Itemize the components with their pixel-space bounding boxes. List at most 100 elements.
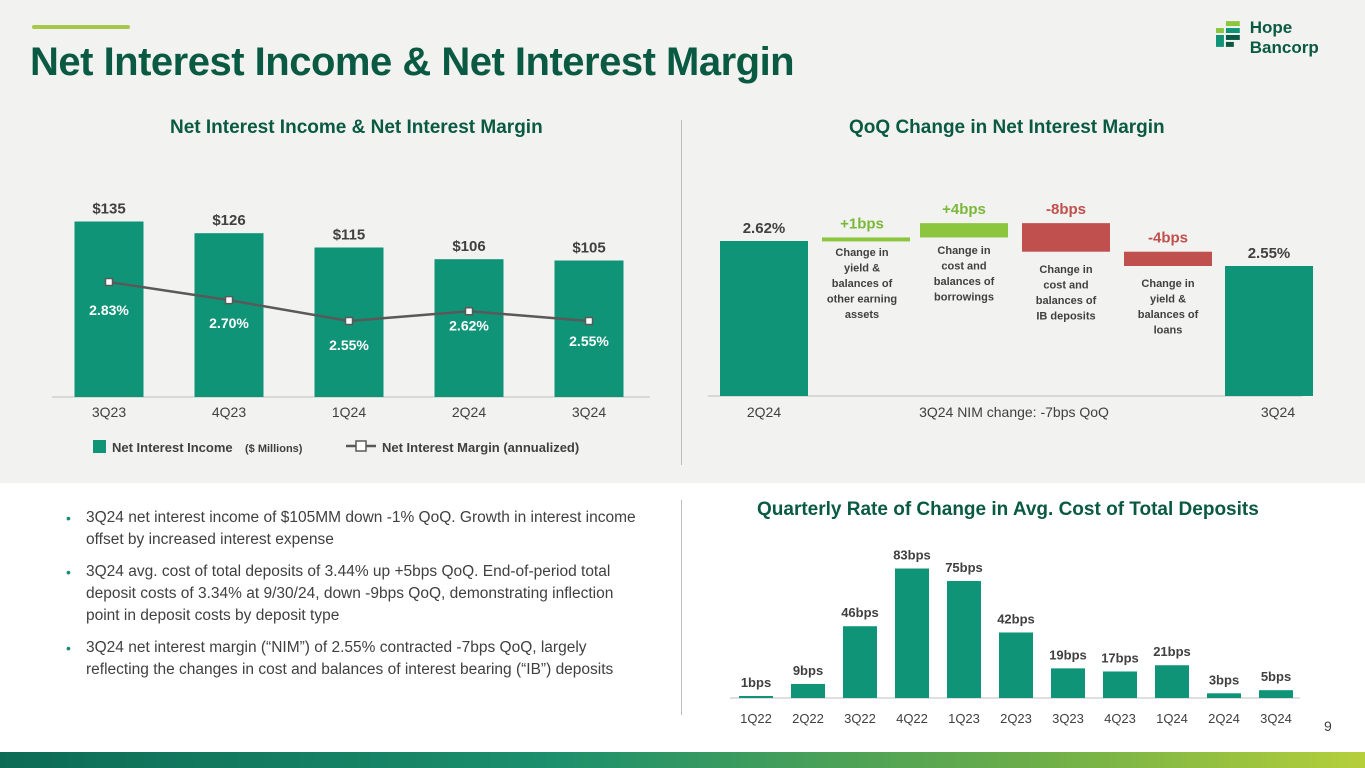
nii-category-label: 2Q24 (452, 404, 486, 420)
nim-marker (464, 307, 474, 316)
deposit-bar-label: 17bps (1101, 650, 1139, 665)
deposit-bar-label: 21bps (1153, 644, 1191, 659)
waterfall-step-desc: cost and (941, 261, 986, 273)
deposit-bar-label: 3bps (1209, 672, 1239, 687)
waterfall-step-desc: IB deposits (1036, 311, 1095, 323)
nii-bar (554, 260, 624, 397)
waterfall-step-label: -4bps (1148, 230, 1188, 247)
waterfall-step-bar (920, 223, 1008, 238)
waterfall-step-desc: Change in (835, 247, 888, 259)
deposit-bar (739, 696, 773, 698)
bullet-item: 3Q24 net interest income of $105MM down … (62, 507, 642, 551)
nim-marker (344, 316, 354, 326)
deposit-bar-label: 5bps (1261, 669, 1291, 684)
waterfall-step-desc: yield & (844, 263, 880, 275)
waterfall-step-label: +1bps (840, 215, 884, 232)
nii-bar-label: $106 (452, 238, 485, 255)
deposit-category-label: 1Q23 (948, 711, 980, 726)
waterfall-start-label: 2.62% (743, 220, 786, 237)
waterfall-step-desc: balances of (1036, 295, 1097, 307)
deposit-category-label: 1Q24 (1156, 711, 1188, 726)
footer-gradient-bar (0, 752, 1365, 768)
nim-data-label: 2.70% (209, 315, 249, 331)
waterfall-end-bar (1225, 266, 1313, 396)
waterfall-step-desc: Change in (1039, 264, 1092, 276)
nii-bar-label: $135 (92, 201, 125, 218)
waterfall-step-label: -8bps (1046, 201, 1086, 218)
waterfall-end-label: 2.55% (1248, 245, 1291, 262)
deposit-bar (1259, 690, 1293, 698)
deposit-bar-label: 1bps (741, 675, 771, 690)
top-divider (681, 120, 682, 465)
deposit-bar (1155, 665, 1189, 698)
title-accent-line (32, 25, 130, 29)
nim-data-label: 2.55% (569, 333, 609, 349)
waterfall-step-desc: balances of (934, 276, 995, 288)
deposit-bar-label: 42bps (997, 611, 1035, 626)
nii-bar-label: $105 (572, 240, 605, 257)
waterfall-step-desc: loans (1154, 325, 1183, 337)
nim-marker (224, 295, 234, 305)
deposit-category-label: 3Q22 (844, 711, 876, 726)
hope-logo-icon (1216, 21, 1240, 47)
waterfall-center-label: 3Q24 NIM change: -7bps QoQ (919, 404, 1109, 420)
nii-bar (74, 221, 144, 397)
waterfall-step-desc: cost and (1043, 280, 1088, 292)
bottom-divider (681, 500, 682, 715)
deposit-bar (895, 568, 929, 698)
nii-chart-title: Net Interest Income & Net Interest Margi… (170, 117, 543, 138)
deposit-bar (1207, 693, 1241, 698)
waterfall-step-desc: borrowings (934, 292, 994, 304)
deposit-bar-label: 19bps (1049, 647, 1087, 662)
legend-nii-label: Net Interest Income (112, 440, 233, 455)
logo-text: Hope Bancorp (1249, 18, 1319, 57)
deposit-bar (791, 683, 825, 698)
legend-nii-swatch (93, 440, 106, 453)
nim-data-label: 2.55% (329, 337, 369, 353)
waterfall-step-bar (1124, 251, 1212, 266)
deposit-category-label: 3Q23 (1052, 711, 1084, 726)
nim-marker (584, 316, 594, 326)
waterfall-step-bar (1022, 223, 1110, 252)
nii-bar (194, 233, 264, 397)
nii-bar-label: $126 (212, 212, 245, 229)
deposit-bar (1103, 671, 1137, 698)
nii-bar-label: $115 (333, 227, 366, 244)
deposit-bar-label: 83bps (893, 548, 931, 563)
deposit-bar-label: 75bps (945, 560, 983, 575)
nim-data-label: 2.62% (449, 317, 489, 333)
page-title: Net Interest Income & Net Interest Margi… (30, 40, 795, 84)
waterfall-step-desc: balances of (1138, 309, 1199, 321)
nim-marker (104, 277, 114, 287)
waterfall-start-bar (720, 241, 808, 396)
nii-category-label: 3Q24 (572, 404, 606, 420)
nim-data-label: 2.83% (89, 302, 129, 318)
waterfall-step-desc: assets (845, 309, 879, 321)
deposit-bar-label: 9bps (793, 663, 823, 678)
waterfall-start-category: 2Q24 (747, 404, 781, 420)
legend-nim-label: Net Interest Margin (annualized) (382, 440, 579, 455)
waterfall-chart-title: QoQ Change in Net Interest Margin (849, 117, 1165, 138)
nii-category-label: 4Q23 (212, 404, 246, 420)
deposit-bar (1051, 668, 1085, 698)
deposit-bar (947, 581, 981, 698)
bullet-item: 3Q24 net interest margin (“NIM”) of 2.55… (62, 637, 642, 681)
deposit-category-label: 1Q22 (740, 711, 772, 726)
deposit-category-label: 4Q23 (1104, 711, 1136, 726)
deposit-category-label: 2Q22 (792, 711, 824, 726)
deposit-category-label: 2Q24 (1208, 711, 1240, 726)
waterfall-step-desc: Change in (937, 245, 990, 257)
waterfall-step-label: +4bps (942, 201, 986, 218)
deposit-bar (843, 626, 877, 698)
nii-category-label: 3Q23 (92, 404, 126, 420)
legend-nim-marker (355, 440, 367, 452)
waterfall-end-category: 3Q24 (1261, 404, 1295, 420)
waterfall-step-desc: other earning (827, 294, 897, 306)
nii-category-label: 1Q24 (332, 404, 366, 420)
waterfall-step-bar (822, 237, 910, 242)
waterfall-step-desc: yield & (1150, 294, 1186, 306)
deposit-chart-title: Quarterly Rate of Change in Avg. Cost of… (757, 499, 1259, 520)
company-logo: Hope Bancorp (1216, 10, 1365, 58)
waterfall-step-desc: balances of (832, 278, 893, 290)
